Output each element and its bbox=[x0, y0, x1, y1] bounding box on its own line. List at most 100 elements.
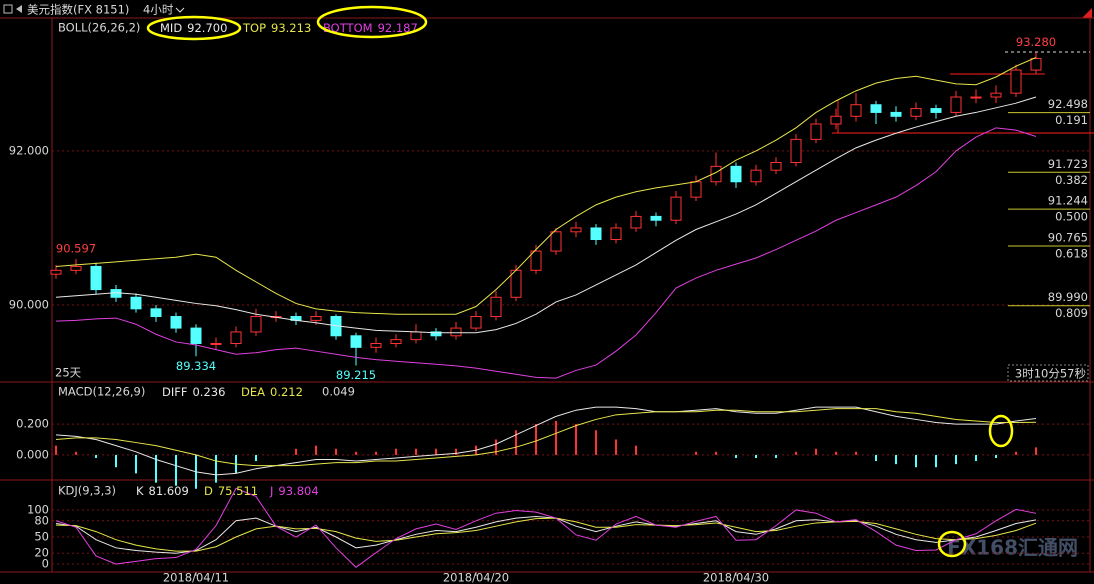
indicator-line bbox=[55, 408, 1037, 467]
nav-icon[interactable] bbox=[16, 5, 22, 13]
legend-entry: MID 92.700 bbox=[160, 21, 227, 35]
y-tick-label: 50 bbox=[34, 530, 49, 544]
legend-entry: K 81.609 bbox=[136, 484, 189, 498]
candle-body bbox=[850, 104, 862, 117]
legend-value: 92.700 bbox=[187, 21, 227, 35]
y-tick-label: 90.000 bbox=[9, 297, 49, 311]
y-tick-label: 92.000 bbox=[9, 143, 49, 157]
candle-body bbox=[150, 308, 162, 318]
x-tick-label: 2018/04/11 bbox=[163, 571, 229, 584]
legend-entry: J 93.804 bbox=[269, 484, 319, 498]
candle-body bbox=[210, 342, 222, 345]
indicator-title: BOLL(26,26,2) bbox=[58, 21, 140, 35]
indicator-line bbox=[55, 487, 1037, 568]
candle-body bbox=[690, 181, 702, 198]
candle-body bbox=[190, 327, 202, 344]
indicator-line bbox=[55, 406, 1037, 476]
period-selector[interactable]: 4小时 bbox=[143, 3, 174, 17]
candle-body bbox=[310, 316, 322, 321]
x-tick-label: 2018/04/30 bbox=[703, 571, 769, 584]
legend-entry: TOP 93.213 bbox=[242, 21, 311, 35]
indicator-line bbox=[55, 96, 1037, 334]
back-icon[interactable] bbox=[3, 4, 13, 14]
legend-name: TOP bbox=[242, 21, 266, 35]
price-annotation: 90.597 bbox=[56, 241, 96, 255]
candle-body bbox=[870, 104, 882, 113]
candle-body bbox=[410, 331, 422, 341]
candle-body bbox=[670, 196, 682, 221]
fib-price: 90.765 bbox=[1048, 231, 1088, 245]
candle-body bbox=[770, 161, 782, 171]
indicator-line bbox=[55, 57, 1037, 315]
candle-body bbox=[430, 331, 442, 337]
y-tick-label: 100 bbox=[27, 502, 49, 516]
candle-body bbox=[1030, 58, 1042, 71]
highlight-ellipse bbox=[316, 5, 428, 39]
candle-body bbox=[50, 269, 62, 275]
candle-body bbox=[350, 335, 362, 348]
fib-ratio: 0.191 bbox=[1055, 113, 1088, 127]
candle-body bbox=[170, 316, 182, 329]
indicator-title: MACD(12,26,9) bbox=[58, 385, 145, 399]
candle-body bbox=[610, 227, 622, 241]
legend-value: 0.236 bbox=[192, 385, 225, 399]
toolbar: 美元指数(FX 8151) 4小时 bbox=[3, 3, 1092, 18]
candle-body bbox=[730, 165, 742, 183]
legend-name: DIFF bbox=[162, 385, 187, 399]
candle-body bbox=[450, 327, 462, 337]
candle-body bbox=[370, 342, 382, 348]
legend-value: 93.213 bbox=[271, 21, 311, 35]
candle-body bbox=[490, 296, 502, 318]
plot-area: 90.000 92.000 90.597 89.334 89.215 93.280 92.4… bbox=[9, 21, 1090, 584]
period-dropdown[interactable] bbox=[175, 7, 185, 13]
highlight-ellipse bbox=[988, 414, 1014, 448]
fib-price: 92.498 bbox=[1048, 97, 1088, 111]
candle-body bbox=[90, 265, 102, 291]
legend-value: 92.187 bbox=[378, 21, 418, 35]
y-tick-label: 0.200 bbox=[16, 417, 49, 431]
legend-entry: D 75.511 bbox=[204, 484, 258, 498]
candle-body bbox=[130, 296, 142, 310]
legend-name: K bbox=[136, 484, 144, 498]
candle-body bbox=[750, 169, 762, 183]
y-tick-label: 0.000 bbox=[16, 447, 49, 461]
y-tick-label: 20 bbox=[34, 546, 49, 560]
highlights bbox=[146, 5, 1014, 558]
candle-body bbox=[990, 92, 1002, 98]
candle-body bbox=[390, 339, 402, 344]
fib-ratio: 0.618 bbox=[1055, 247, 1088, 261]
candle-body bbox=[890, 111, 902, 117]
legend-value: 93.804 bbox=[278, 484, 318, 498]
legend-value: 0.212 bbox=[270, 385, 303, 399]
legend-value: 81.609 bbox=[149, 484, 189, 498]
symbol-title: 美元指数(FX 8151) bbox=[27, 3, 129, 17]
price-annotation: 89.334 bbox=[176, 359, 216, 373]
candle-body bbox=[530, 250, 542, 271]
candle-body bbox=[790, 138, 802, 163]
price-annotation: 93.280 bbox=[1016, 35, 1056, 49]
countdown-box bbox=[1007, 364, 1089, 382]
range-label: 25天 bbox=[55, 366, 82, 380]
candle-body bbox=[910, 108, 922, 117]
candle-body bbox=[630, 215, 642, 229]
highlight-ellipse bbox=[146, 15, 242, 41]
highlight-ellipse bbox=[937, 530, 967, 558]
macd-value: 0.049 bbox=[322, 385, 355, 399]
candle-body bbox=[650, 215, 662, 221]
legend-name: D bbox=[204, 484, 213, 498]
indicator-line bbox=[55, 515, 1037, 554]
indicator-line bbox=[55, 517, 1037, 552]
candle-body bbox=[230, 331, 242, 344]
legend-value: 75.511 bbox=[218, 484, 258, 498]
candle-body bbox=[70, 265, 82, 271]
legend-name: BOTTOM bbox=[323, 21, 373, 35]
candle-body bbox=[810, 123, 822, 140]
fib-price: 89.990 bbox=[1048, 290, 1088, 304]
indicator-line bbox=[55, 127, 1037, 379]
corner-marker bbox=[1082, 8, 1092, 18]
candle-body bbox=[550, 231, 562, 252]
y-tick-label: 80 bbox=[34, 513, 49, 527]
candle-body bbox=[1010, 69, 1022, 94]
